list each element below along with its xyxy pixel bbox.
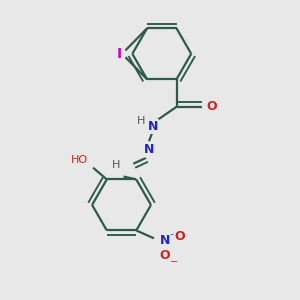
- Text: N: N: [160, 234, 170, 247]
- Text: HO: HO: [71, 155, 88, 165]
- Text: O: O: [159, 250, 170, 262]
- Text: H: H: [112, 160, 120, 170]
- Text: N: N: [144, 143, 154, 157]
- Text: N: N: [148, 120, 158, 133]
- Text: H: H: [137, 116, 146, 125]
- Text: O: O: [206, 100, 217, 113]
- Text: I: I: [117, 47, 122, 61]
- Text: O: O: [174, 230, 185, 243]
- Text: −: −: [169, 257, 178, 267]
- Text: +: +: [169, 230, 176, 239]
